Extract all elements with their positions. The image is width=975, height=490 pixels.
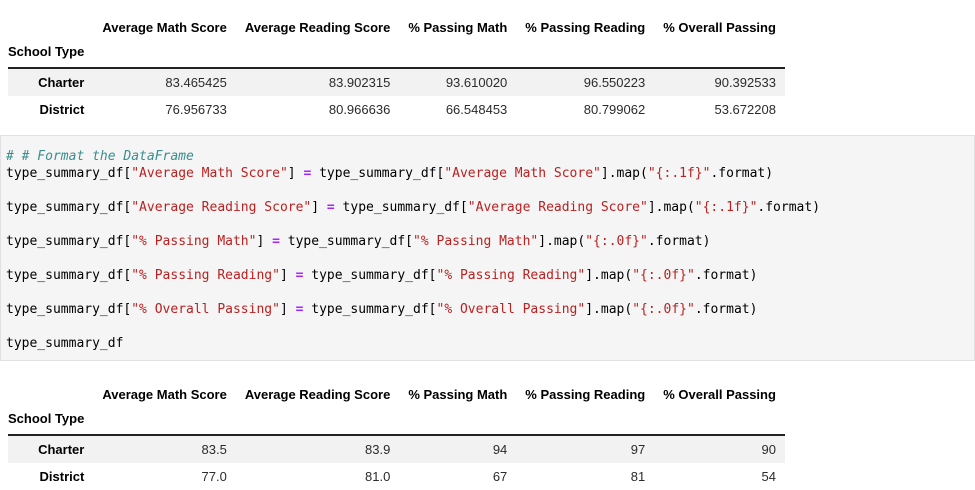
column-header: Average Math Score — [102, 20, 227, 35]
index-name: School Type — [8, 408, 94, 436]
table-row: District 77.0 81.0 67 81 54 — [8, 463, 785, 490]
row-label: Charter — [38, 442, 85, 457]
index-name-row: School Type — [8, 408, 785, 436]
code-line — [6, 216, 968, 233]
code-line — [6, 250, 968, 267]
cell-value: 76.956733 — [165, 102, 227, 117]
cell-value: 77.0 — [201, 469, 227, 484]
cell-value: 83.5 — [201, 442, 227, 457]
cell-value: 81.0 — [365, 469, 391, 484]
cell-value: 96.550223 — [583, 75, 646, 90]
cell-value: 54 — [761, 469, 776, 484]
code-line: type_summary_df["% Passing Reading"] = t… — [6, 268, 758, 283]
column-header: % Overall Passing — [663, 20, 776, 35]
row-label: District — [39, 102, 85, 117]
table-header-row: Average Math Score Average Reading Score… — [8, 12, 785, 41]
column-header: % Passing Math — [408, 387, 508, 402]
cell-value: 90 — [761, 442, 776, 457]
code-line: type_summary_df — [6, 336, 124, 351]
cell-value: 83.465425 — [165, 75, 227, 90]
blank-corner-cell — [8, 12, 93, 41]
column-header: % Overall Passing — [663, 387, 776, 402]
code-line: type_summary_df["Average Math Score"] = … — [6, 166, 774, 181]
code-line: type_summary_df["% Overall Passing"] = t… — [6, 302, 758, 317]
code-cell[interactable]: # # Format the DataFrame type_summary_df[… — [0, 135, 975, 361]
table-row: Charter 83.5 83.9 94 97 90 — [8, 435, 785, 463]
code-line: type_summary_df["Average Reading Score"]… — [6, 200, 821, 215]
cell-value: 83.9 — [365, 442, 391, 457]
table-row: Charter 83.465425 83.902315 93.610020 96… — [8, 68, 785, 96]
row-label: District — [39, 469, 85, 484]
cell-value: 53.672208 — [714, 102, 776, 117]
summary-table-raw: Average Math Score Average Reading Score… — [8, 12, 785, 123]
code-line — [6, 318, 968, 335]
cell-value: 83.902315 — [328, 75, 391, 90]
cell-value: 90.392533 — [714, 75, 776, 90]
cell-value: 80.966636 — [328, 102, 391, 117]
dataframe-output-raw: Average Math Score Average Reading Score… — [8, 0, 975, 123]
column-header: % Passing Reading — [525, 20, 646, 35]
cell-value: 80.799062 — [583, 102, 646, 117]
column-header: % Passing Math — [408, 20, 508, 35]
column-header: Average Reading Score — [244, 387, 391, 402]
code-line — [6, 284, 968, 301]
summary-table-formatted: Average Math Score Average Reading Score… — [8, 379, 785, 490]
code-line: type_summary_df["% Passing Math"] = type… — [6, 234, 711, 249]
code-lines: # # Format the DataFrame type_summary_df[… — [6, 148, 968, 352]
row-label: Charter — [38, 75, 85, 90]
cell-value: 97 — [630, 442, 646, 457]
index-name-row: School Type — [8, 41, 785, 69]
blank-corner-cell — [8, 379, 93, 408]
cell-value: 94 — [492, 442, 508, 457]
index-name: School Type — [8, 41, 94, 69]
cell-value: 81 — [630, 469, 646, 484]
cell-value: 67 — [492, 469, 508, 484]
column-header: Average Math Score — [102, 387, 227, 402]
cell-value: 66.548453 — [445, 102, 508, 117]
code-line: # # Format the DataFrame — [6, 149, 194, 164]
code-line — [6, 182, 968, 199]
cell-value: 93.610020 — [445, 75, 508, 90]
dataframe-output-formatted: Average Math Score Average Reading Score… — [8, 379, 975, 490]
table-row: District 76.956733 80.966636 66.548453 8… — [8, 96, 785, 123]
column-header: Average Reading Score — [244, 20, 391, 35]
table-header-row: Average Math Score Average Reading Score… — [8, 379, 785, 408]
column-header: % Passing Reading — [525, 387, 646, 402]
